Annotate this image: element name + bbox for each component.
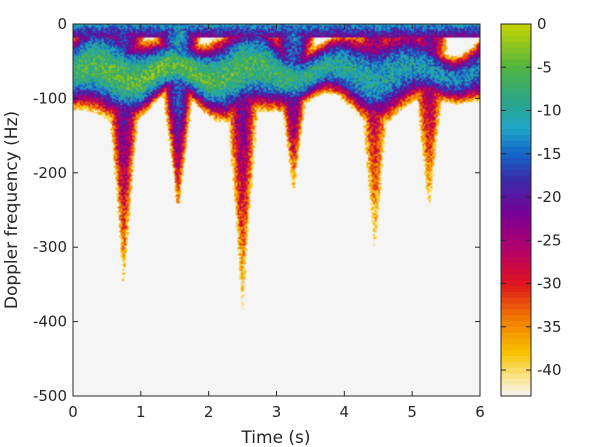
colorbar-cell (501, 349, 531, 356)
x-tick-label: 5 (407, 403, 417, 421)
colorbar-cell (501, 192, 531, 199)
colorbar-cell (501, 146, 531, 153)
colorbar-cell (501, 268, 531, 275)
colorbar-cell (501, 41, 531, 48)
colorbar-cell (501, 361, 531, 368)
y-axis-label: Doppler frequency (Hz) (2, 111, 22, 309)
colorbar-cell (501, 151, 531, 159)
colorbar-cell (501, 24, 531, 31)
y-tick-label: -400 (33, 313, 67, 331)
x-axis: 0 1 2 3 4 5 6 (68, 24, 485, 421)
x-tick-label: 6 (475, 403, 485, 421)
colorbar-cell (501, 273, 531, 281)
colorbar-cell (501, 64, 531, 72)
colorbar-cell (501, 163, 531, 170)
colorbar-tick-label: -15 (537, 145, 562, 163)
colorbar-cell (501, 99, 531, 106)
y-axis: 0 -100 -200 -300 -400 -500 (33, 15, 480, 405)
colorbar-cell (501, 87, 531, 95)
colorbar-cell (501, 343, 531, 351)
colorbar-cell (501, 285, 531, 292)
colorbar-cell (501, 204, 531, 211)
colorbar-tick-label: -20 (537, 188, 562, 206)
colorbar-cell (501, 308, 531, 316)
spectrogram-image (73, 24, 480, 396)
plot-area (73, 24, 480, 396)
colorbar-cell (501, 390, 531, 397)
colorbar-cell (501, 105, 531, 112)
colorbar-cell (501, 314, 531, 322)
colorbar-cell (501, 326, 531, 333)
colorbar-cell (501, 262, 531, 269)
colorbar-cell (501, 384, 531, 391)
colorbar-cell (501, 215, 531, 223)
x-tick-label: 1 (136, 403, 146, 421)
colorbar-tick-label: -30 (537, 275, 562, 293)
y-tick-label: -100 (33, 89, 67, 107)
y-tick-label: -300 (33, 238, 67, 256)
colorbar-tick-label: 0 (537, 15, 547, 33)
colorbar-cell (501, 82, 531, 89)
colorbar-cell (501, 227, 531, 234)
colorbar-cell (501, 297, 531, 304)
colorbar-cell (501, 93, 531, 101)
colorbar-cell (501, 355, 531, 362)
colorbar-tick-label: -40 (537, 361, 562, 379)
colorbar-cell (501, 378, 531, 385)
colorbar-cell (501, 169, 531, 176)
colorbar-cell (501, 233, 531, 240)
colorbar-tick-label: -5 (537, 58, 552, 76)
colorbar-axis: 0 -5 -10 -15 -20 -25 -30 -35 -40 (501, 15, 562, 379)
colorbar-cell (501, 140, 531, 147)
y-tick-label: -200 (33, 164, 67, 182)
colorbar-cell (501, 157, 531, 165)
colorbar-cell (501, 239, 531, 246)
x-tick-label: 2 (204, 403, 214, 421)
colorbar-cell (501, 58, 531, 66)
colorbar-cell (501, 210, 531, 217)
colorbar-cell (501, 279, 531, 287)
colorbar-cell (501, 76, 531, 83)
colorbar-cell (501, 117, 531, 124)
colorbar-cell (501, 70, 531, 77)
colorbar (501, 24, 531, 397)
colorbar-cell (501, 332, 531, 339)
colorbar-cell (501, 53, 531, 60)
colorbar-tick-label: -35 (537, 318, 562, 336)
colorbar-cell (501, 186, 531, 194)
colorbar-cell (501, 366, 531, 374)
colorbar-cell (501, 337, 531, 345)
colorbar-cell (501, 47, 531, 54)
y-tick-label: 0 (57, 15, 67, 33)
x-tick-label: 0 (68, 403, 78, 421)
colorbar-cell (501, 372, 531, 380)
colorbar-tick-label: -10 (537, 102, 562, 120)
colorbar-cell (501, 221, 531, 229)
colorbar-cell (501, 175, 531, 182)
colorbar-cell (501, 291, 531, 298)
colorbar-cell (501, 180, 531, 188)
colorbar-cell (501, 320, 531, 327)
y-tick-label: -500 (33, 387, 67, 405)
colorbar-cell (501, 303, 531, 310)
colorbar-cell (501, 134, 531, 141)
x-tick-label: 4 (340, 403, 350, 421)
colorbar-cell (501, 244, 531, 252)
colorbar-cell (501, 198, 531, 205)
colorbar-cell (501, 256, 531, 263)
colorbar-tick-label: -25 (537, 231, 562, 249)
x-tick-label: 3 (272, 403, 282, 421)
colorbar-cell (501, 111, 531, 118)
colorbar-cell (501, 29, 531, 37)
colorbar-cell (501, 122, 531, 130)
x-axis-label: Time (s) (240, 428, 310, 447)
colorbar-cell (501, 250, 531, 258)
colorbar-frame (500, 23, 532, 397)
colorbar-cell (501, 128, 531, 136)
colorbar-cell (501, 35, 531, 43)
